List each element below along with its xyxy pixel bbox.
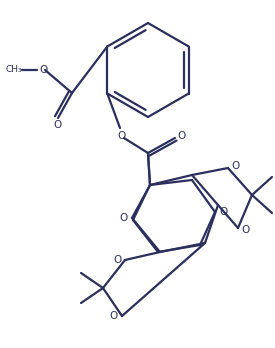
Text: O: O [241, 225, 249, 235]
Text: O: O [113, 255, 121, 265]
Text: O: O [178, 131, 186, 141]
Text: O: O [118, 131, 126, 141]
Text: O: O [119, 213, 127, 223]
Text: CH₃: CH₃ [6, 65, 22, 74]
Text: O: O [54, 120, 62, 130]
Text: O: O [39, 65, 47, 75]
Text: O: O [110, 311, 118, 321]
Text: O: O [231, 161, 239, 171]
Text: O: O [220, 207, 228, 217]
